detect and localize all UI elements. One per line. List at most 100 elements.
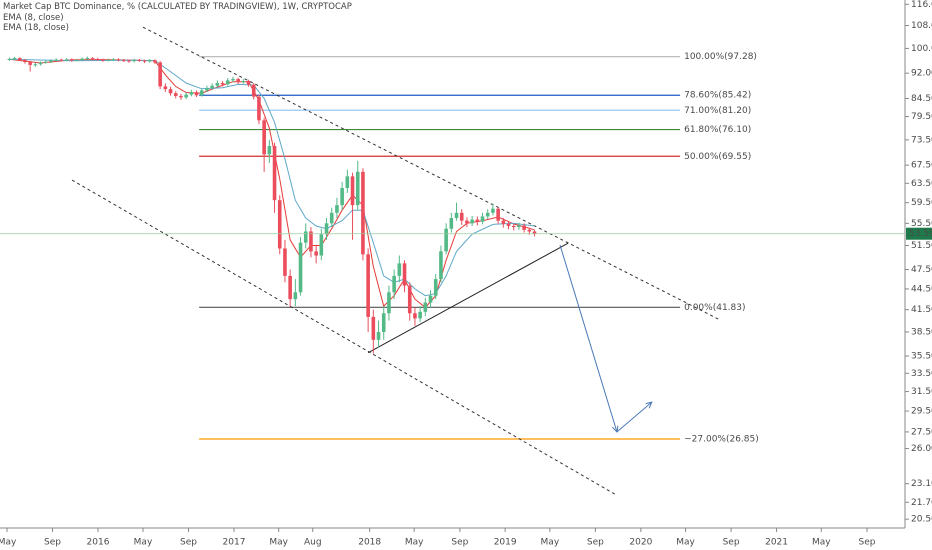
fib-label: 0.00%(41.83) (684, 303, 745, 313)
candle-body (324, 223, 329, 235)
candle-body (371, 316, 376, 340)
candle-body (210, 85, 214, 89)
y-tick-label: 108.00 (911, 21, 932, 31)
x-tick-label: May (676, 538, 695, 548)
candle-body (90, 58, 95, 60)
candle-body (272, 145, 277, 201)
candle-body (205, 88, 209, 91)
candle-body (194, 92, 199, 96)
ema-line (9, 58, 535, 309)
last-price-box (906, 227, 932, 240)
chart-title: Market Cap BTC Dominance, % (CALCULATED … (3, 2, 352, 12)
x-tick-label: May (541, 538, 560, 548)
candle-body (418, 311, 422, 319)
candle-body (283, 248, 287, 276)
candle-body (38, 62, 43, 65)
candle-body (64, 59, 69, 61)
x-tick-label: 2017 (223, 538, 246, 548)
candle-body (298, 242, 303, 293)
candle-body (470, 219, 474, 224)
candle-body (199, 90, 204, 96)
candle-body (75, 59, 79, 61)
y-tick-label: 31.50 (911, 387, 932, 397)
x-tick-label: Aug (304, 538, 322, 548)
y-tick-label: 44.50 (911, 284, 932, 294)
candle-body (335, 205, 339, 213)
trend-line (142, 26, 721, 321)
candle-body (459, 212, 464, 221)
candle-body (137, 59, 142, 61)
candle-body (506, 223, 511, 227)
candle-body (293, 292, 298, 300)
candle-body (444, 228, 448, 252)
candle-body (127, 60, 131, 62)
y-tick-label: 92.00 (911, 69, 932, 79)
candle-body (189, 92, 194, 95)
x-tick-label: Sep (180, 538, 197, 548)
y-tick-label: 116.00 (911, 0, 932, 10)
candle-body (43, 61, 48, 63)
candle-body (277, 200, 282, 249)
candle-body (163, 86, 168, 90)
candle-body (485, 212, 490, 217)
candle-body (101, 59, 105, 61)
x-tick-label: Sep (587, 538, 604, 548)
candle-body (480, 216, 485, 222)
candle-body (381, 313, 386, 332)
candle-body (116, 59, 121, 61)
candle-body (17, 58, 22, 60)
last-price-label: 53.59 (909, 229, 932, 239)
candle-body (7, 58, 12, 60)
y-tick-label: 20.50 (911, 515, 932, 525)
candle-body (340, 188, 344, 206)
x-tick-label: Sep (723, 538, 740, 548)
candle-body (361, 171, 365, 255)
y-tick-label: 29.50 (911, 407, 932, 417)
candle-body (184, 94, 188, 98)
candle-body (428, 295, 433, 303)
candle-body (423, 302, 428, 312)
trend-line (71, 179, 616, 495)
candle-body (147, 60, 152, 62)
candle-body (402, 263, 407, 286)
x-tick-label: Sep (859, 538, 876, 548)
fib-label: −27.00%(26.85) (684, 435, 759, 445)
candle-body (511, 226, 516, 228)
x-tick-label: 2020 (629, 538, 652, 548)
fib-label: 50.00%(69.55) (684, 152, 751, 162)
candle-body (387, 292, 391, 314)
y-tick-label: 84.50 (911, 94, 932, 104)
candle-body (23, 59, 27, 63)
candle-body (449, 218, 454, 229)
candle-body (12, 58, 17, 60)
candle-body (314, 251, 318, 256)
candle-body (236, 79, 240, 83)
fib-label: 100.00%(97.28) (684, 52, 757, 62)
fib-label: 61.80%(76.10) (684, 125, 751, 135)
y-tick-label: 33.50 (911, 369, 932, 379)
candle-body (496, 208, 500, 221)
candle-body (80, 58, 84, 60)
candle-body (309, 231, 313, 252)
candle-body (329, 212, 334, 224)
y-tick-label: 23.10 (911, 479, 932, 489)
x-tick-label: Sep (44, 538, 61, 548)
candle-body (132, 59, 136, 62)
candle-body (241, 81, 246, 83)
x-tick-label: 2021 (765, 538, 788, 548)
candle-body (527, 229, 532, 232)
y-tick-label: 59.50 (911, 198, 932, 208)
y-tick-label: 27.50 (911, 427, 932, 437)
candle-body (491, 208, 495, 213)
y-tick-label: 63.50 (911, 179, 932, 189)
candle-body (413, 313, 417, 319)
trend-line (559, 244, 617, 432)
candle-body (121, 60, 126, 62)
candle-body (153, 60, 157, 63)
candle-body (220, 83, 225, 85)
candle-body (355, 171, 360, 206)
candle-body (257, 96, 261, 121)
candle-body (288, 275, 292, 300)
legend-entry: EMA (8, close) (3, 12, 64, 23)
